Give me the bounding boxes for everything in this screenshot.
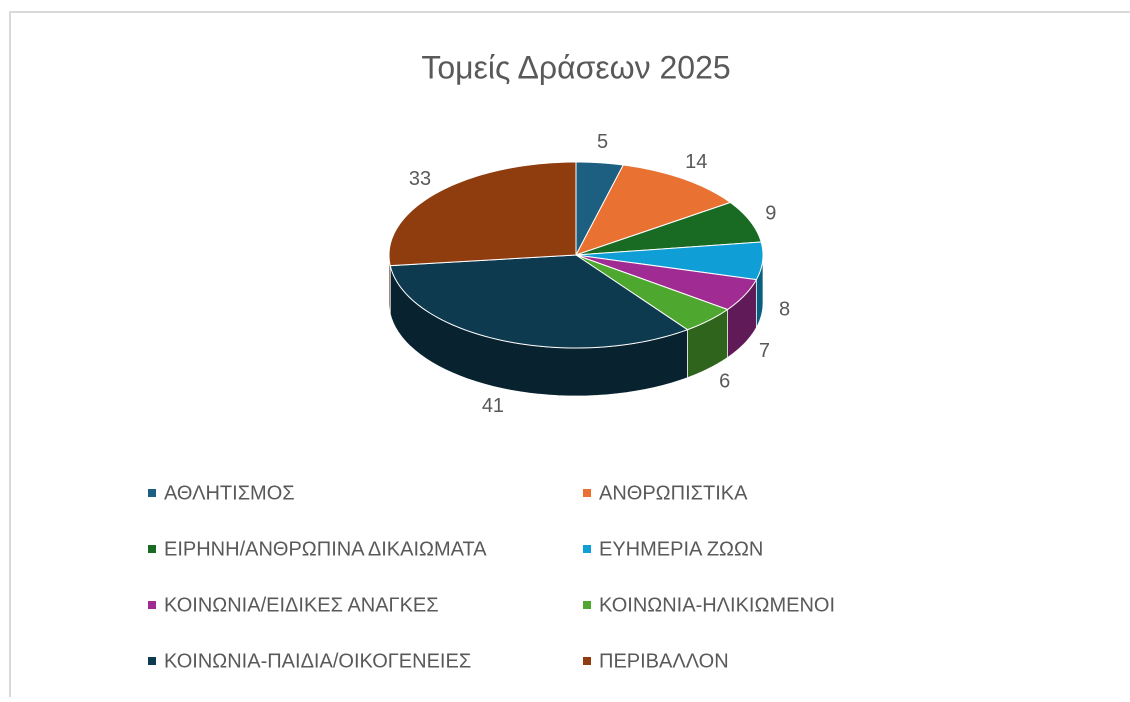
pie-slice [575,254,758,311]
data-label: 5 [597,131,608,153]
legend-swatch [583,601,591,609]
pie-slice [575,201,762,256]
data-label: 41 [482,395,504,417]
legend-label: ΑΝΘΡΩΠΙΣΤΙΚΑ [599,482,748,504]
legend-label: ΑΘΛΗΤΙΣΜΟΣ [164,482,295,504]
legend-swatch [148,601,156,609]
data-label: 6 [719,371,730,393]
legend-swatch [148,489,156,497]
pie-slice [389,254,689,349]
data-label: 14 [685,151,707,173]
data-label: 8 [779,298,790,320]
legend-label: ΕΥΗΜΕΡΙΑ ΖΩΩΝ [599,538,763,560]
pie-slice [575,254,729,331]
legend-swatch [148,545,156,553]
legend-label: ΕΙΡΗΝΗ/ΑΝΘΡΩΠΙΝΑ ΔΙΚΑΙΩΜΑΤΑ [164,538,487,560]
legend-label: ΚΟΙΝΩΝΙΑ/ΕΙΔΙΚΕΣ ΑΝΑΓΚΕΣ [164,594,439,616]
pie-slice [574,164,732,256]
legend-swatch [148,657,156,665]
legend-label: ΚΟΙΝΩΝΙΑ-ΗΛΙΚΙΩΜΕΝΟΙ [599,594,835,616]
legend-swatch [583,489,591,497]
data-label: 9 [765,202,776,224]
legend-label: ΚΟΙΝΩΝΙΑ-ΠΑΙΔΙΑ/ΟΙΚΟΓΕΝΕΙΕΣ [164,650,471,672]
legend-label: ΠΕΡΙΒΑΛΛΟΝ [599,650,729,672]
legend-swatch [583,545,591,553]
legend-swatch [583,657,591,665]
data-label: 7 [759,340,770,362]
chart-title: Τομείς Δράσεων 2025 [421,49,730,85]
pie-slice [575,241,764,281]
data-label: 33 [409,168,431,190]
pie-slice [388,161,577,267]
